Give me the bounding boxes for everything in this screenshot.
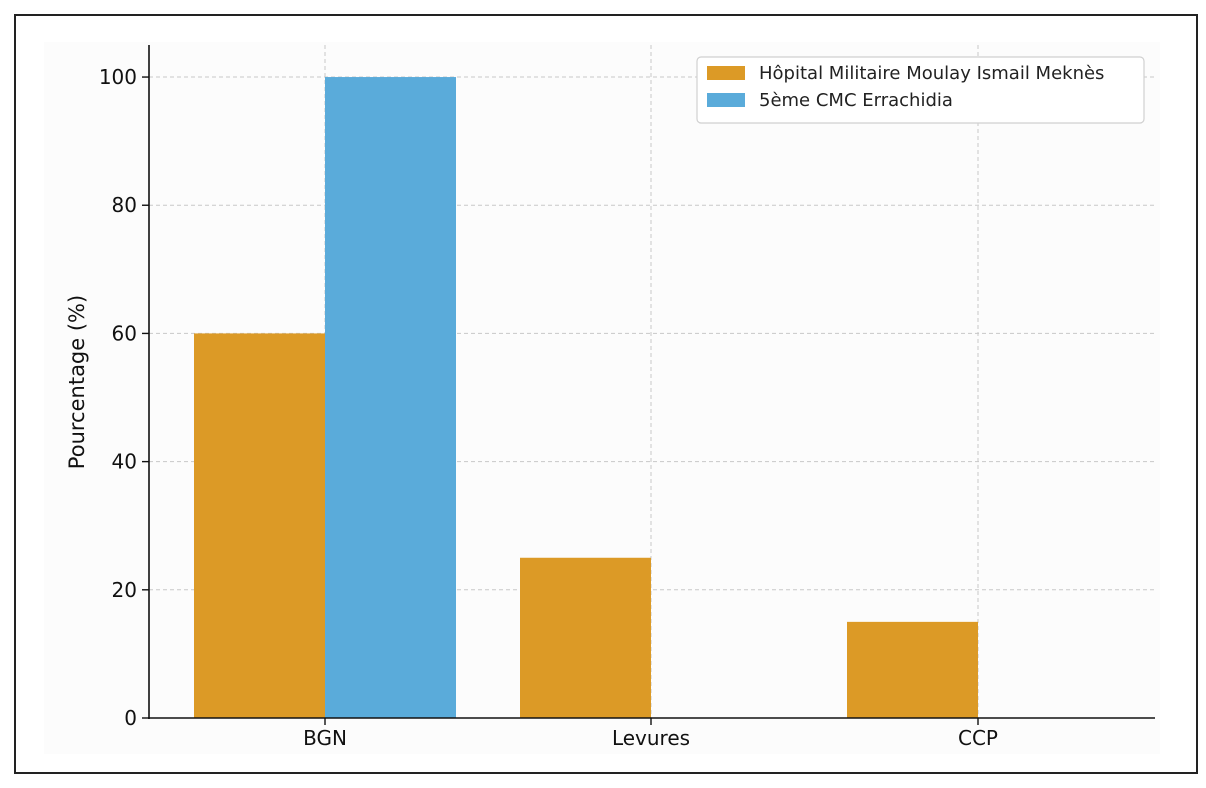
legend-label: 5ème CMC Errachidia	[759, 90, 953, 111]
y-tick-label: 60	[112, 321, 137, 345]
legend-swatch	[707, 93, 745, 107]
bar-hopital-meknes-ccp	[847, 621, 978, 718]
x-tick-label-levures: Levures	[612, 726, 690, 750]
y-tick-label: 100	[99, 65, 137, 89]
axes	[142, 45, 1155, 725]
y-tick-label: 20	[112, 578, 137, 602]
y-tick-label: 80	[112, 193, 137, 217]
y-tick-label: 0	[124, 706, 137, 730]
bar-hopital-meknes-bgn	[194, 333, 325, 718]
bar-cmc-errachidia-bgn	[325, 77, 456, 719]
y-tick-label: 40	[112, 450, 137, 474]
legend-swatch	[707, 66, 745, 80]
legend: Hôpital Militaire Moulay Ismail Meknès 5è…	[696, 56, 1145, 124]
legend-box	[696, 56, 1145, 124]
legend-label: Hôpital Militaire Moulay Ismail Meknès	[759, 63, 1104, 84]
x-tick-label-bgn: BGN	[303, 726, 347, 750]
y-axis-title: Pourcentage (%)	[65, 295, 89, 469]
bars	[194, 77, 978, 719]
bar-hopital-meknes-levures	[520, 557, 651, 718]
x-tick-label-ccp: CCP	[958, 726, 998, 750]
tick-labels: 0 20 40 60 80 100 BGN Levures CCP	[99, 65, 998, 750]
